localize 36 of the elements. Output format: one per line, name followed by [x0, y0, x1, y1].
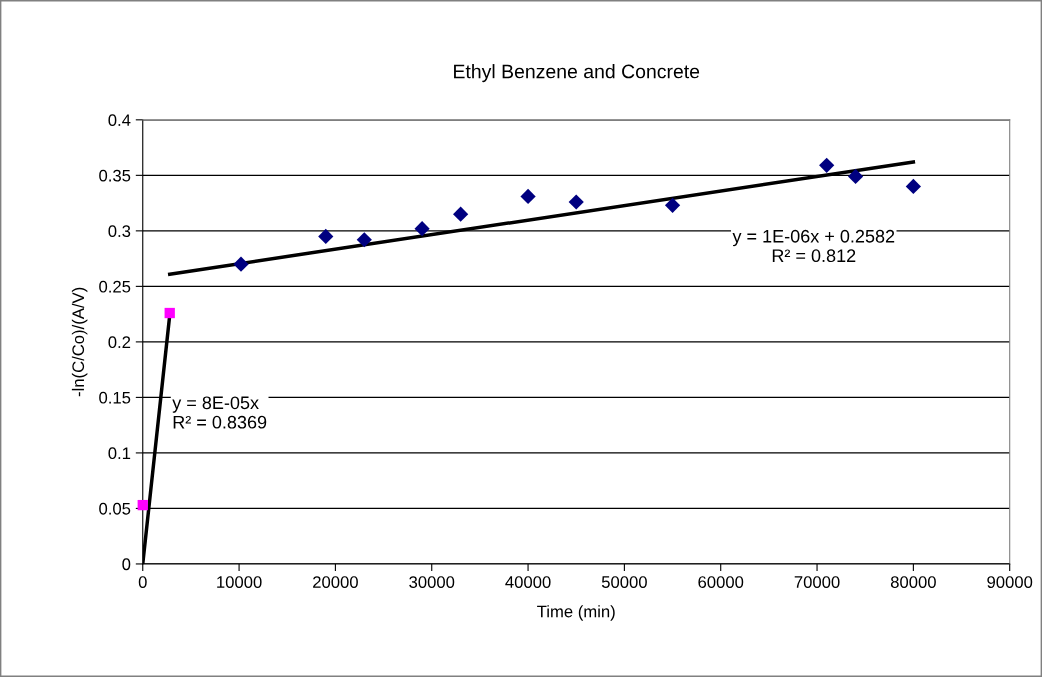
annotation: y = 8E-05x R² = 0.8369: [172, 396, 267, 429]
point: [568, 194, 584, 210]
x-tick-label: 0: [138, 576, 147, 588]
x-tick-label: 80000: [890, 576, 936, 588]
y-axis-title: -ln(C/Co)/(A/V): [71, 287, 88, 397]
y-tick-label: 0.3: [108, 225, 131, 238]
x-tick-label: 50000: [601, 576, 647, 588]
y-tick-label: 0.25: [99, 280, 131, 293]
y-tick-label: 0.15: [99, 391, 131, 404]
point: [414, 221, 430, 237]
x-axis-title: Time (min): [537, 605, 615, 621]
x-tick-label: 60000: [698, 576, 744, 588]
point: [356, 232, 372, 248]
y-tick-label: 0.2: [108, 336, 131, 349]
y-tick-label: 0.1: [108, 447, 131, 460]
x-tick-label: 40000: [505, 576, 551, 588]
x-tick-label: 90000: [987, 576, 1033, 588]
point: [453, 206, 469, 222]
y-tick-label: 0: [122, 558, 131, 571]
y-tick-label: 0.35: [99, 169, 131, 182]
point: [664, 197, 681, 213]
y-tick-label: 0.05: [99, 502, 131, 515]
point: [847, 168, 864, 185]
point: [819, 157, 835, 173]
x-tick-label: 70000: [794, 576, 840, 588]
x-tick-label: 10000: [217, 576, 262, 588]
y-tick-label: 0.4: [108, 114, 131, 127]
chart-title: Ethyl Benzene and Concrete: [454, 64, 700, 83]
annotation: y = 1E-06x + 0.2582 R² = 0.812: [732, 229, 895, 263]
x-tick-label: 30000: [409, 576, 455, 588]
point: [520, 188, 536, 205]
x-tick-label: 20000: [313, 576, 358, 588]
point: [905, 178, 921, 195]
point: [318, 228, 334, 245]
point: [233, 256, 249, 272]
point: [164, 307, 175, 319]
